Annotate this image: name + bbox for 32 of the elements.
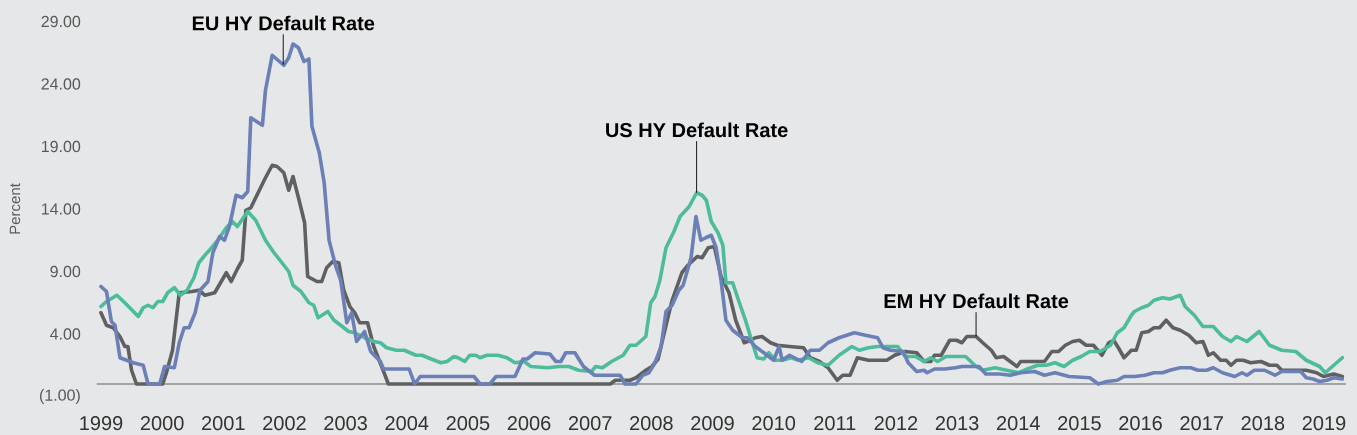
series-label: EU HY Default Rate xyxy=(192,15,375,31)
x-tick-label: 2015 xyxy=(1058,416,1101,431)
y-axis-title: Percent xyxy=(9,183,21,234)
x-tick-label: 2013 xyxy=(935,416,979,431)
x-tick-label: 2018 xyxy=(1241,416,1285,431)
y-tick-label: 9.00 xyxy=(50,265,81,278)
x-tick-label: 2007 xyxy=(568,416,612,431)
x-tick-label: 2010 xyxy=(752,416,796,431)
x-tick-label: 2002 xyxy=(263,416,306,431)
y-tick-label: 19.00 xyxy=(41,140,81,153)
y-tick-label: (1.00) xyxy=(40,389,80,404)
x-tick-label: 2014 xyxy=(996,416,1040,431)
x-tick-label: 2008 xyxy=(630,416,673,431)
text: US HY Default Rate xyxy=(606,122,788,138)
x-tick-label: 1999 xyxy=(80,416,123,431)
x-tick-label: 2001 xyxy=(202,416,245,431)
x-tick-label: 2011 xyxy=(814,416,856,431)
x-tick-label: 2006 xyxy=(507,416,551,431)
x-tick-label: 2003 xyxy=(324,416,367,431)
y-tick-label: 24.00 xyxy=(41,78,81,90)
y-tick-label: 14.00 xyxy=(41,203,81,215)
y-tick-label: 29.00 xyxy=(41,15,81,28)
x-tick-label: 2009 xyxy=(691,416,734,431)
y-tick-label: 4.00 xyxy=(50,328,81,340)
x-tick-label: 2004 xyxy=(385,416,429,431)
x-tick-label: 2019 xyxy=(1302,416,1346,431)
x-tick-label: 2017 xyxy=(1180,416,1223,431)
x-tick-label: 2000 xyxy=(140,416,184,431)
x-tick-label: 2012 xyxy=(874,416,918,431)
x-tick-label: 2016 xyxy=(1119,416,1162,431)
series-label: EM HY Default Rate xyxy=(884,293,1069,309)
x-tick-label: 2005 xyxy=(446,416,490,431)
